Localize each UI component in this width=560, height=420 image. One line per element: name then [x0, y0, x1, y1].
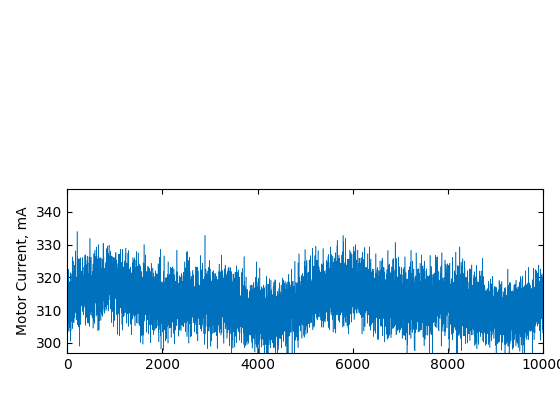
Y-axis label: Motor Current, mA: Motor Current, mA [16, 207, 30, 335]
